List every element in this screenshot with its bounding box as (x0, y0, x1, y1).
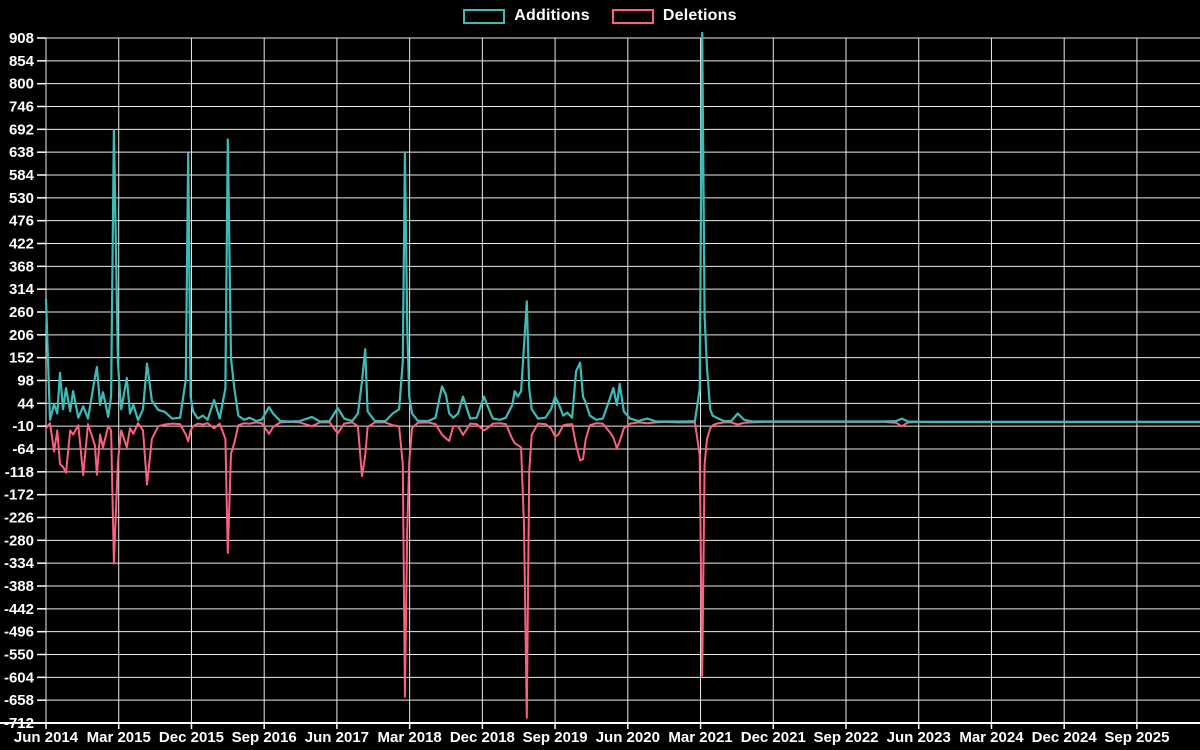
y-axis-tick-label: -10 (12, 418, 34, 435)
y-axis-tick-label: 746 (9, 99, 34, 116)
y-axis-tick-label: -64 (12, 441, 34, 458)
y-axis-tick-label: 368 (9, 258, 34, 275)
y-axis-tick-label: 530 (9, 190, 34, 207)
y-axis-tick-label: 638 (9, 144, 34, 161)
y-axis-tick-label: 800 (9, 76, 34, 93)
y-axis-tick-label: 908 (9, 30, 34, 47)
x-axis-tick-label: Sep 2025 (1104, 729, 1169, 746)
x-axis-tick-label: Dec 2024 (1032, 729, 1098, 746)
y-axis-tick-label: -226 (4, 510, 34, 527)
x-axis-tick-label: Jun 2020 (596, 729, 660, 746)
y-axis-tick-label: 476 (9, 213, 34, 230)
y-axis-tick-label: 98 (17, 373, 34, 390)
additions-swatch-icon (463, 8, 506, 24)
y-axis-tick-label: 260 (9, 304, 34, 321)
x-axis-tick-label: Mar 2015 (87, 729, 151, 746)
x-axis-tick-label: Dec 2015 (159, 729, 224, 746)
legend-item-deletions[interactable]: Deletions (611, 7, 737, 25)
x-axis-tick-label: Sep 2016 (232, 729, 297, 746)
legend-item-additions[interactable]: Additions (463, 7, 590, 25)
x-axis-tick-label: Jun 2023 (887, 729, 951, 746)
x-axis-tick-label: Mar 2021 (668, 729, 732, 746)
x-axis-tick-label: Mar 2024 (959, 729, 1024, 746)
x-axis-tick-label: Dec 2018 (450, 729, 515, 746)
legend-label-deletions: Deletions (662, 7, 737, 24)
x-axis-tick-label: Jun 2017 (305, 729, 369, 746)
y-axis-tick-label: 44 (17, 395, 34, 412)
y-axis-tick-label: 152 (9, 350, 34, 367)
x-axis-tick-label: Jun 2014 (14, 729, 79, 746)
y-axis-tick-label: -712 (4, 715, 34, 732)
y-axis-tick-label: -388 (4, 578, 34, 595)
y-axis-tick-label: -172 (4, 487, 34, 504)
x-axis-tick-label: Dec 2021 (741, 729, 806, 746)
x-axis-tick-label: Sep 2019 (523, 729, 588, 746)
x-axis-tick-label: Mar 2018 (378, 729, 442, 746)
y-axis-tick-label: -496 (4, 624, 34, 641)
y-axis-tick-label: -658 (4, 692, 34, 709)
y-axis-tick-label: 206 (9, 327, 34, 344)
y-axis-tick-label: -550 (4, 647, 34, 664)
y-axis-tick-label: 584 (9, 167, 35, 184)
y-axis-tick-label: 422 (9, 236, 34, 253)
y-axis-tick-label: 854 (9, 53, 35, 70)
y-axis-tick-label: -118 (5, 464, 34, 481)
y-axis-tick-label: -280 (4, 532, 34, 549)
y-axis-tick-label: -334 (4, 555, 35, 572)
chart-legend: Additions Deletions (0, 7, 1200, 25)
y-axis-tick-label: -604 (4, 669, 35, 686)
legend-label-additions: Additions (514, 7, 590, 24)
y-axis-tick-label: 314 (9, 281, 35, 298)
deletions-swatch-icon (611, 8, 654, 24)
y-axis-tick-label: 692 (9, 121, 34, 138)
y-axis-tick-label: -442 (4, 601, 34, 618)
x-axis-tick-label: Sep 2022 (813, 729, 878, 746)
